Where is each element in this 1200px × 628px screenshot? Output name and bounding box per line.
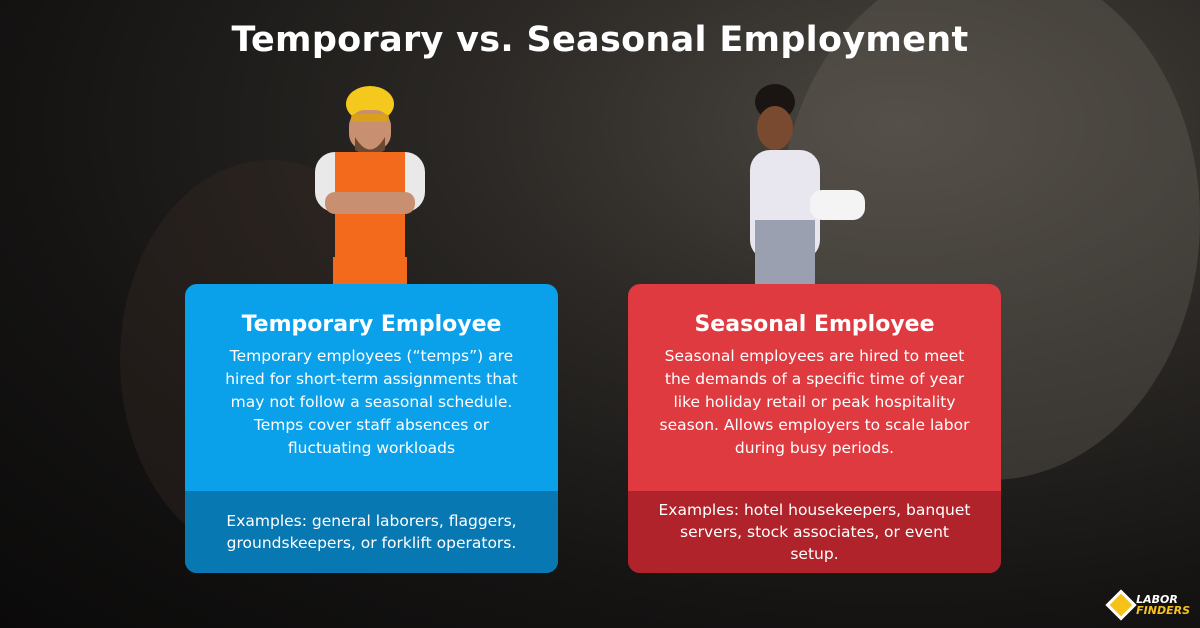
logo-line2: FINDERS — [1136, 604, 1190, 617]
card-heading: Temporary Employee — [241, 312, 502, 337]
seasonal-employee-card: Seasonal Employee Seasonal employees are… — [628, 284, 1001, 573]
hospitality-worker-image — [750, 84, 865, 285]
card-examples: Examples: hotel housekeepers, banquet se… — [628, 491, 1001, 573]
labor-finders-logo: LABOR FINDERS — [1105, 589, 1190, 621]
temporary-employee-card: Temporary Employee Temporary employees (… — [185, 284, 558, 573]
page-title: Temporary vs. Seasonal Employment — [231, 20, 969, 60]
card-heading: Seasonal Employee — [694, 312, 935, 337]
logo-line1: LABOR — [1136, 593, 1178, 606]
construction-worker-image — [315, 86, 425, 287]
card-description: Seasonal employees are hired to meet the… — [659, 347, 970, 457]
card-examples: Examples: general laborers, flaggers, gr… — [185, 491, 558, 573]
logo-diamond-icon — [1105, 589, 1137, 621]
card-description: Temporary employees (“temps”) are hired … — [225, 347, 518, 457]
